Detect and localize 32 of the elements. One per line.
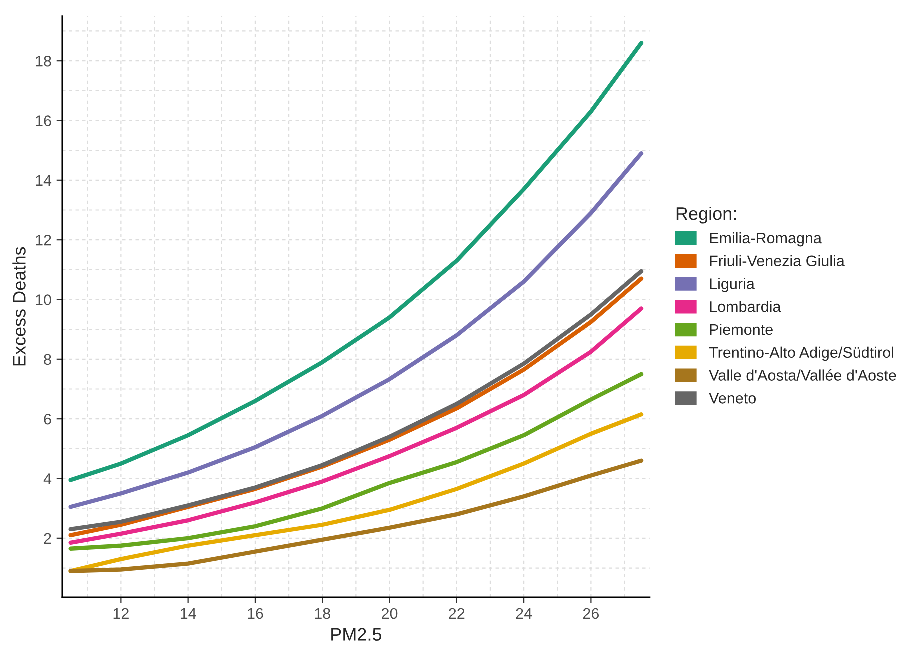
y-tick-label: 8 — [44, 354, 52, 366]
legend-label: Lombardia — [710, 301, 782, 312]
y-tick-label: 12 — [36, 234, 52, 246]
y-tick-label: 10 — [36, 294, 52, 306]
x-tick-label: 12 — [114, 608, 129, 619]
x-tick-label: 26 — [583, 608, 600, 620]
y-tick-label: 18 — [36, 56, 52, 67]
y-axis-title: Excess Deaths — [12, 247, 26, 366]
y-tick-label: 4 — [44, 474, 52, 484]
y-tick-label: 6 — [44, 414, 52, 425]
line-series — [68, 41, 644, 482]
x-tick-label: 22 — [449, 608, 465, 619]
legend-label: Friuli-Venezia Giulia — [710, 255, 845, 267]
x-tick-label: 16 — [248, 608, 264, 620]
y-tick-label: 2 — [44, 533, 52, 544]
legend-label: Emilia-Romagna — [710, 232, 822, 247]
line-series — [68, 458, 644, 574]
x-tick-label: 18 — [315, 608, 330, 620]
line-series — [68, 372, 644, 551]
y-tick-label: 14 — [36, 175, 52, 186]
legend-label: Veneto — [709, 393, 756, 404]
x-axis-title: PM2.5 — [332, 628, 382, 641]
x-tick-label: 20 — [382, 608, 398, 620]
x-tick-label: 24 — [516, 608, 532, 619]
legend-title: Region: — [676, 206, 736, 224]
legend-label: Piemonte — [710, 324, 773, 336]
line-series — [68, 151, 644, 510]
x-tick-label: 14 — [180, 608, 196, 619]
y-tick-label: 16 — [36, 116, 52, 126]
legend-label: Liguria — [710, 278, 755, 292]
legend-label: Trentino-Alto Adige/Südtirol — [709, 346, 894, 362]
legend-label: Valle d'Aosta/Vallée d'Aoste — [709, 370, 896, 381]
